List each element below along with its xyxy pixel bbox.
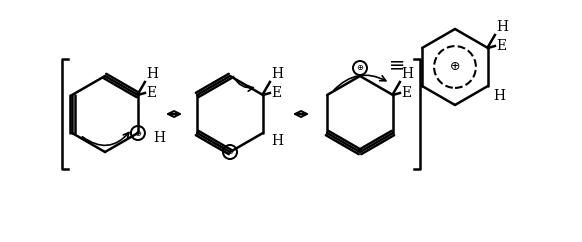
Text: $\equiv$: $\equiv$ xyxy=(385,55,405,75)
Text: H: H xyxy=(401,67,413,81)
Text: $\oplus$: $\oplus$ xyxy=(134,129,142,137)
Text: H: H xyxy=(496,20,508,34)
Text: E: E xyxy=(401,86,411,100)
Text: $\oplus$: $\oplus$ xyxy=(356,63,364,73)
Text: E: E xyxy=(146,86,156,100)
Text: H: H xyxy=(146,67,158,81)
Text: E: E xyxy=(496,39,506,53)
Text: H: H xyxy=(493,89,505,103)
Text: $\oplus$: $\oplus$ xyxy=(226,148,234,157)
Text: H: H xyxy=(153,131,165,145)
Text: H: H xyxy=(271,67,283,81)
Text: H: H xyxy=(271,134,283,148)
Text: $\oplus$: $\oplus$ xyxy=(449,60,460,74)
Text: E: E xyxy=(271,86,281,100)
